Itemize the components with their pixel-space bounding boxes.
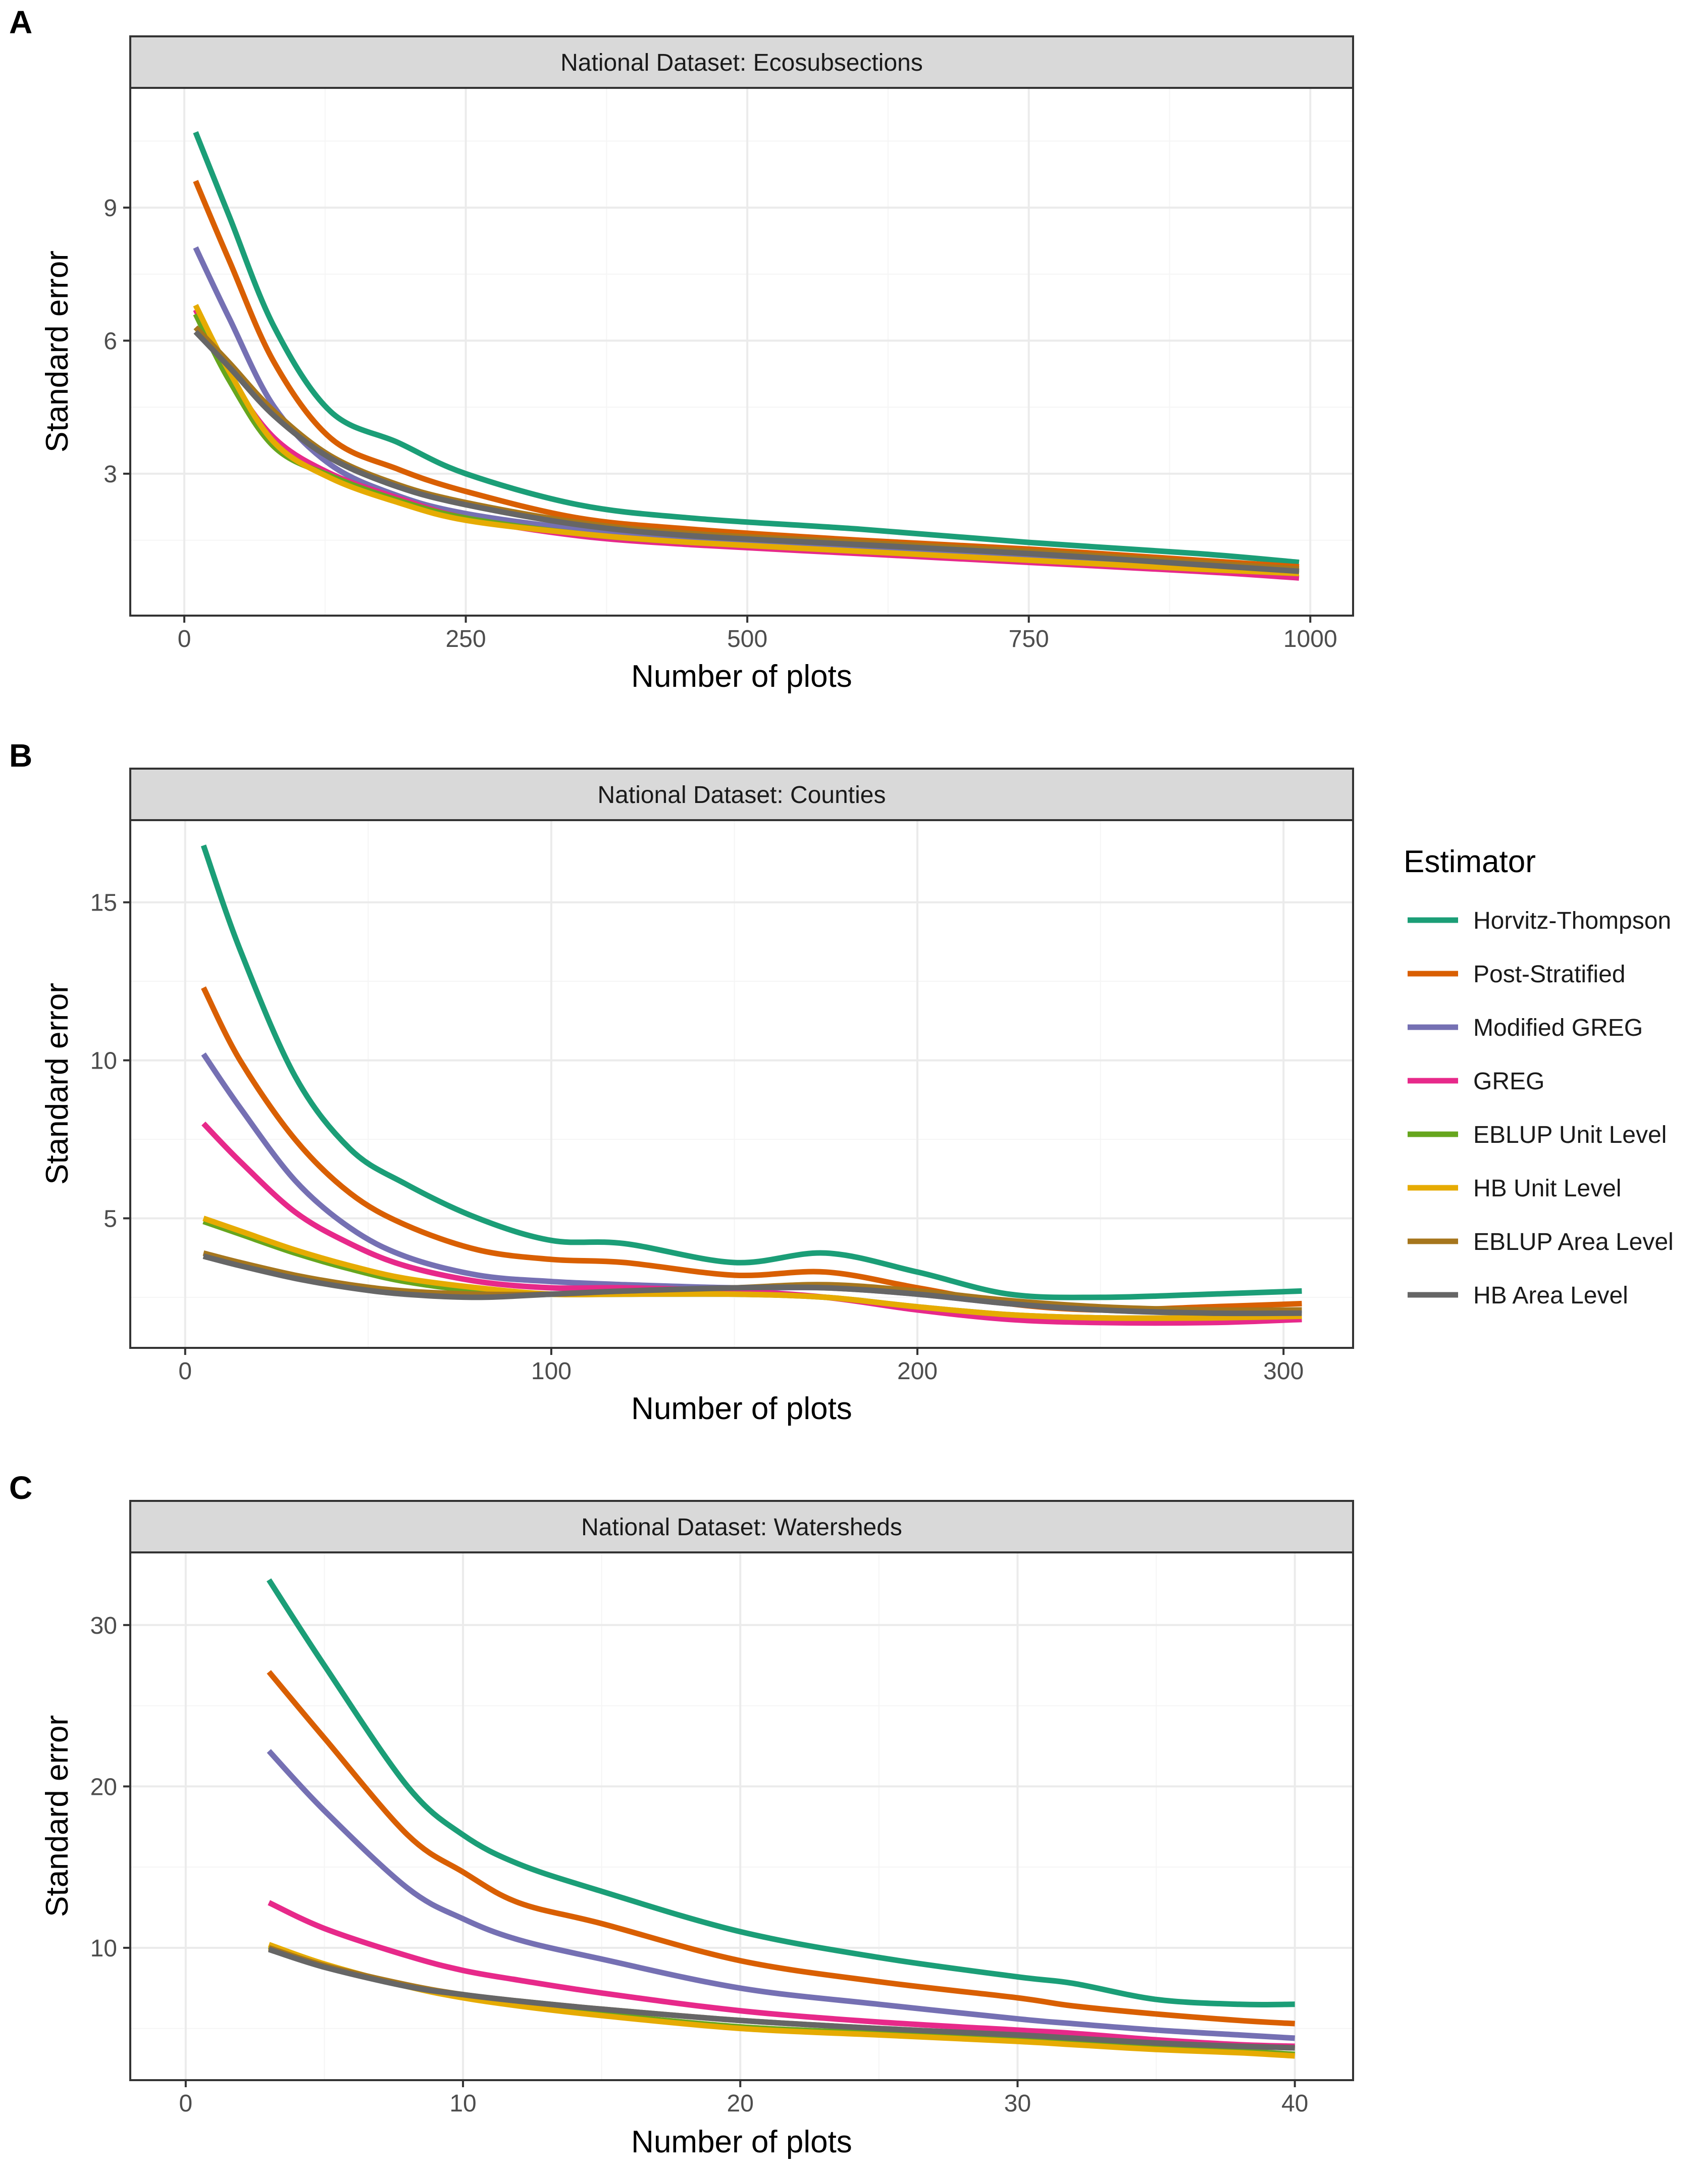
facet-strip-c (129, 1500, 1354, 1553)
plot-area-c (130, 1552, 1353, 2080)
series-group-c (266, 1578, 1296, 2059)
x-tick-label-c: 0 (179, 2090, 192, 2117)
facet-strip-title-b: National Dataset: Counties (598, 782, 886, 809)
x-tick-label-a: 500 (727, 626, 767, 652)
y-tick-label-b: 15 (90, 890, 117, 917)
x-axis-ticks-b: 0 100 200 300 (178, 1348, 1304, 1385)
plot-border-a (129, 87, 1354, 617)
series-line-horvitz-thompson-a (193, 131, 1300, 566)
plot-area-b (130, 820, 1353, 1348)
x-tick-label-a: 250 (446, 626, 486, 652)
facet-strip-title-c: National Dataset: Watersheds (581, 1514, 902, 1541)
y-axis-ticks-b: 5 10 15 (90, 890, 130, 1232)
legend: Estimator Horvitz-Thompson Post-Stratifie… (1404, 844, 1674, 1309)
y-tick-label-b: 10 (90, 1048, 117, 1075)
facet-strip-a (129, 35, 1354, 89)
x-axis-title-a: Number of plots (631, 659, 852, 694)
y-axis-ticks-c: 10 20 30 (90, 1613, 130, 1962)
x-tick-label-b: 200 (897, 1358, 938, 1385)
x-tick-label-a: 0 (178, 626, 191, 652)
legend-items: Horvitz-Thompson Post-Stratified Modified … (1408, 908, 1674, 1309)
series-line-horvitz-thompson-c (266, 1578, 1295, 2008)
y-tick-label-a: 3 (103, 461, 117, 488)
legend-label-greg: GREG (1473, 1068, 1544, 1095)
y-tick-label-c: 20 (90, 1774, 117, 1800)
plot-border-c (129, 1551, 1354, 2081)
x-axis-title-c: Number of plots (631, 2125, 852, 2159)
y-tick-label-b: 5 (103, 1205, 117, 1232)
legend-label-hb-unit-level: HB Unit Level (1473, 1175, 1621, 1202)
legend-item-horvitz-thompson: Horvitz-Thompson (1408, 908, 1671, 934)
legend-item-hb-unit-level: HB Unit Level (1408, 1175, 1621, 1202)
x-tick-label-b: 100 (531, 1358, 572, 1385)
legend-item-post-stratified: Post-Stratified (1408, 961, 1625, 988)
legend-label-modified-greg: Modified GREG (1473, 1015, 1643, 1041)
panel-letter-c: C (9, 1470, 32, 1506)
x-tick-label-c: 40 (1281, 2090, 1308, 2117)
legend-label-eblup-area-level: EBLUP Area Level (1473, 1229, 1674, 1255)
panel-b: B National Dataset: Counties 0 100 200 300 … (9, 737, 1354, 1426)
x-tick-label-b: 300 (1263, 1358, 1304, 1385)
y-axis-title-c: Standard error (40, 1715, 75, 1917)
series-group-b (200, 844, 1302, 1326)
y-tick-label-a: 6 (103, 328, 117, 355)
plot-area-a (130, 88, 1353, 616)
x-tick-label-a: 750 (1009, 626, 1049, 652)
panel-c: C National Dataset: Watersheds 0 10 20 30 40… (9, 1470, 1354, 2159)
legend-item-eblup-area-level: EBLUP Area Level (1408, 1229, 1674, 1255)
series-line-hb-unit-level-a (193, 304, 1300, 577)
x-tick-label-a: 1000 (1283, 626, 1337, 652)
y-tick-label-c: 10 (90, 1935, 117, 1962)
x-axis-ticks-c: 0 10 20 30 40 (179, 2080, 1308, 2117)
x-axis-title-b: Number of plots (631, 1391, 852, 1426)
legend-item-eblup-unit-level: EBLUP Unit Level (1408, 1122, 1667, 1148)
x-tick-label-b: 0 (178, 1358, 192, 1385)
series-line-hb-area-level-c (268, 1946, 1295, 2051)
legend-item-modified-greg: Modified GREG (1408, 1015, 1643, 1041)
legend-label-eblup-unit-level: EBLUP Unit Level (1473, 1122, 1667, 1148)
y-axis-ticks-a: 3 6 9 (103, 195, 130, 488)
series-line-horvitz-thompson-b (200, 844, 1302, 1300)
legend-label-post-stratified: Post-Stratified (1473, 961, 1625, 988)
series-line-greg-c (268, 1900, 1295, 2049)
legend-item-greg: GREG (1408, 1068, 1544, 1095)
x-tick-label-c: 30 (1004, 2090, 1031, 2117)
legend-item-hb-area-level: HB Area Level (1408, 1282, 1628, 1309)
y-axis-title-a: Standard error (40, 250, 75, 452)
series-line-post-stratified-c (267, 1670, 1295, 2027)
legend-label-hb-area-level: HB Area Level (1473, 1282, 1628, 1309)
series-line-hb-area-level-a (193, 330, 1300, 574)
legend-title: Estimator (1404, 844, 1536, 879)
panel-a: A National Dataset: Ecosubsections 0 250 5… (9, 4, 1354, 694)
plot-border-b (129, 819, 1354, 1349)
panel-letter-a: A (9, 4, 32, 40)
legend-label-horvitz-thompson: Horvitz-Thompson (1473, 908, 1671, 934)
y-tick-label-c: 30 (90, 1613, 117, 1639)
series-line-hb-unit-level-b (202, 1216, 1302, 1321)
series-group-a (193, 131, 1300, 581)
y-tick-label-a: 9 (103, 195, 117, 222)
series-line-modified-greg-c (267, 1749, 1296, 2041)
x-tick-label-c: 10 (449, 2090, 476, 2117)
series-line-hb-area-level-b (202, 1253, 1302, 1317)
x-axis-ticks-a: 0 250 500 750 1000 (178, 616, 1337, 652)
x-tick-label-c: 20 (727, 2090, 754, 2117)
panel-letter-b: B (9, 737, 32, 774)
facet-strip-title-a: National Dataset: Ecosubsections (560, 49, 923, 76)
grid-a (130, 88, 1353, 616)
y-axis-title-b: Standard error (40, 983, 75, 1185)
